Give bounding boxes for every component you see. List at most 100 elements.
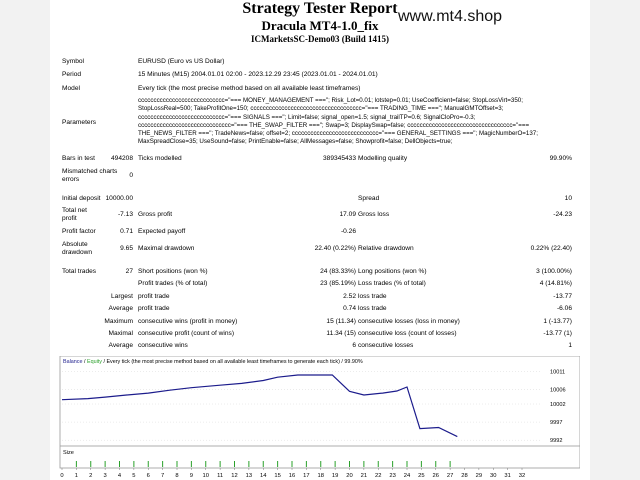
balance-series-line <box>61 374 458 438</box>
size-bar <box>363 461 365 467</box>
y-tick-label: 10002 <box>550 402 566 408</box>
size-bar <box>162 461 164 467</box>
x-tick-label: 23 <box>389 473 395 479</box>
size-bar <box>133 461 135 467</box>
legend-separator: / <box>82 359 87 365</box>
x-tick-label: 24 <box>404 473 411 479</box>
x-tick-label: 32 <box>519 473 525 479</box>
size-bar <box>234 461 235 467</box>
size-bar <box>420 461 422 467</box>
x-tick-label: 21 <box>361 473 367 479</box>
size-bar <box>119 461 120 467</box>
size-bar <box>205 461 207 467</box>
x-tick-label: 22 <box>375 473 381 479</box>
max-cons-losses-value: 1 (-13.77) <box>543 318 572 325</box>
avg-cons-label: Average <box>108 342 133 349</box>
param-line: cccccccccccccccccccccccccccccc="=== THE_… <box>138 121 530 129</box>
x-tick-label: 16 <box>289 473 295 479</box>
mismatched-value: 0 <box>129 172 133 179</box>
avg-cons-wins-label: consecutive wins <box>138 342 188 349</box>
x-tick-label: 17 <box>303 473 309 479</box>
maximal-cons-profit-label: consecutive profit (count of wins) <box>138 330 235 337</box>
profit-factor-value: 0.71 <box>120 228 133 235</box>
x-tick-label: 10 <box>203 473 209 479</box>
size-label: Size <box>63 450 74 456</box>
param-line: StopLossReal=500; TakeProfitOne=150; ccc… <box>138 105 504 113</box>
y-tick-label: 9992 <box>550 438 562 444</box>
model-label: Model <box>62 85 80 92</box>
average-profit-value: 0.74 <box>343 305 356 312</box>
max-cons-wins-label: consecutive wins (profit in money) <box>138 318 238 325</box>
x-tick-label: 6 <box>147 473 150 479</box>
ticks-label: Ticks modelled <box>138 155 182 162</box>
x-tick-label: 7 <box>161 473 164 479</box>
x-tick-label: 27 <box>447 473 453 479</box>
long-value: 3 (100.00%) <box>536 268 572 275</box>
size-panel: Size 0 1 2 3 4 5 6 7 8 9 10 11 12 13 14 15 16 17 18 19 20 21 2… <box>59 446 580 479</box>
loss-trades-label: Loss trades (% of total) <box>358 280 426 287</box>
gross-profit-value: 17.09 <box>339 211 356 218</box>
x-tick-label: 26 <box>433 473 439 479</box>
size-bar <box>147 461 149 467</box>
max-cons-losses-label: consecutive losses (loss in money) <box>358 318 460 325</box>
spread-value: 10 <box>564 195 572 202</box>
largest-loss-value: -13.77 <box>553 293 572 300</box>
abs-drawdown-label: Absolute drawdown <box>62 241 93 256</box>
average-label: Average <box>108 305 133 312</box>
net-profit-value: -7.13 <box>117 211 133 218</box>
ea-name: Dracula MT4-1.0_fix <box>261 18 379 33</box>
bars-label: Bars in test <box>62 155 95 162</box>
net-profit-label: Total net profit <box>62 207 87 222</box>
size-bar <box>449 461 451 467</box>
legend-equity: Equity <box>87 359 102 365</box>
size-bar <box>248 461 250 467</box>
y-tick-label: 9997 <box>550 420 562 426</box>
watermark: www.mt4.shop <box>398 8 503 25</box>
total-trades-value: 27 <box>125 268 133 275</box>
account-info: ICMarketsSC-Demo03 (Build 1415) <box>251 34 389 44</box>
expected-payoff-value: -0.26 <box>340 228 356 235</box>
profit-factor-label: Profit factor <box>62 228 96 235</box>
chart-legend: Balance / Equity / Every tick (the most … <box>63 359 363 365</box>
maximal-label: Maximal <box>108 330 133 337</box>
x-tick-label: 25 <box>418 473 424 479</box>
x-tick-label: 5 <box>132 473 135 479</box>
size-bar <box>305 461 307 467</box>
x-tick-label: 12 <box>231 473 237 479</box>
x-tick-label: 8 <box>175 473 178 479</box>
profit-trades-value: 23 (85.19%) <box>320 280 356 287</box>
size-bar <box>334 461 336 467</box>
report-title: Strategy Tester Report <box>242 0 398 17</box>
x-tick-label: 13 <box>246 473 252 479</box>
maximal-cons-loss-label: consecutive loss (count of losses) <box>358 330 457 337</box>
size-bar <box>262 461 264 467</box>
x-tick-label: 29 <box>476 473 482 479</box>
size-frame <box>59 446 580 469</box>
x-tick-label: 28 <box>461 473 467 479</box>
x-tick-label: 18 <box>318 473 324 479</box>
long-label: Long positions (won %) <box>358 268 427 275</box>
parameters-label: Parameters <box>62 119 97 126</box>
y-tick-label: 10006 <box>550 388 566 394</box>
profit-trades-label: Profit trades (% of total) <box>138 280 208 287</box>
legend-description: / Every tick (the most precise method ba… <box>102 359 363 365</box>
size-bar <box>291 461 293 467</box>
short-label: Short positions (won %) <box>138 268 208 275</box>
x-tick-label: 20 <box>346 473 352 479</box>
quality-value: 99.90% <box>549 155 572 162</box>
initial-deposit-label: Initial deposit <box>62 195 101 202</box>
size-bar <box>435 461 437 467</box>
max-drawdown-value: 22.40 (0.22%) <box>314 245 356 252</box>
param-line: cccccccccccccccccccccccccccc="=== MONEY_… <box>138 97 523 104</box>
period-label: Period <box>62 71 82 78</box>
short-value: 24 (83.33%) <box>320 268 356 275</box>
x-tick-label: 0 <box>60 473 63 479</box>
largest-profit-label: profit trade <box>138 293 170 300</box>
rel-drawdown-label: Relative drawdown <box>358 245 414 252</box>
initial-deposit-value: 10000.00 <box>105 195 133 202</box>
loss-trades-value: 4 (14.81%) <box>539 280 572 287</box>
average-profit-label: profit trade <box>138 305 170 312</box>
size-bar <box>90 461 92 467</box>
chart-frame <box>59 356 580 446</box>
total-trades-label: Total trades <box>62 268 97 275</box>
